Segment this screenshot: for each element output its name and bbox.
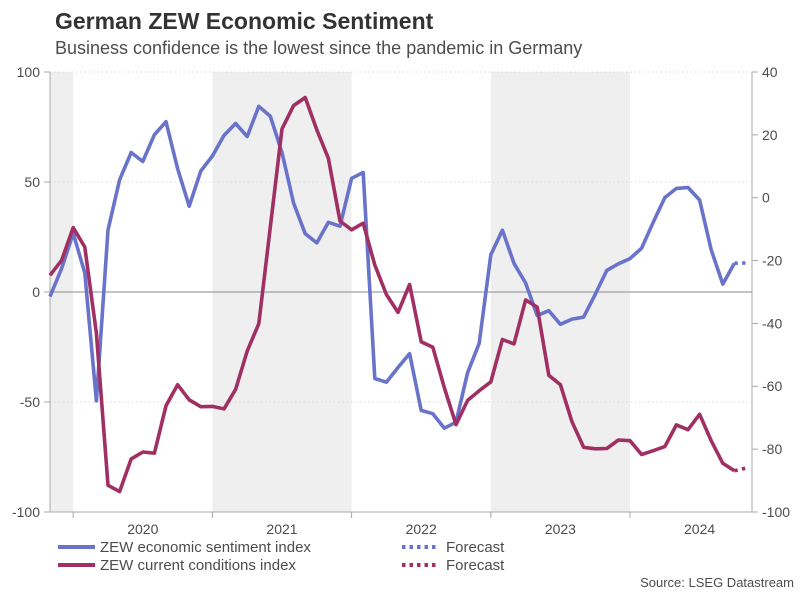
source-note: Source: LSEG Datastream [640, 575, 794, 590]
chart-legend: ZEW economic sentiment index Forecast ZE… [0, 538, 801, 574]
sentiment-forecast-label: Forecast [446, 539, 505, 556]
conditions-forecast-line [733, 466, 747, 473]
legend-row-conditions: ZEW current conditions index Forecast [0, 556, 801, 574]
right-axis-tick-label: 20 [762, 127, 778, 143]
chart-title: German ZEW Economic Sentiment [55, 8, 434, 34]
conditions-line [48, 95, 736, 494]
sentiment-forecast-swatch [402, 545, 439, 549]
right-axis-tick-label: -100 [762, 504, 790, 520]
conditions-legend-label: ZEW current conditions index [100, 557, 296, 574]
legend-row-sentiment: ZEW economic sentiment index Forecast [0, 538, 801, 556]
left-axis-tick-label: 50 [24, 174, 40, 190]
left-axis-tick-label: 0 [32, 284, 40, 300]
year-label: 2020 [127, 521, 158, 537]
right-axis-tick-label: 40 [762, 64, 778, 80]
right-axis-tick-label: -80 [762, 441, 782, 457]
right-axis-tick-label: -40 [762, 315, 782, 331]
conditions-forecast-label: Forecast [446, 557, 505, 574]
right-axis-tick-label: 0 [762, 190, 770, 206]
year-label: 2022 [406, 521, 437, 537]
conditions-forecast-swatch [402, 563, 439, 567]
year-label: 2023 [545, 521, 576, 537]
left-axis-tick-label: 100 [17, 64, 41, 80]
year-label: 2024 [684, 521, 715, 537]
sentiment-line [48, 104, 736, 431]
chart-subtitle: Business confidence is the lowest since … [55, 38, 583, 58]
conditions-line-swatch [58, 563, 95, 567]
right-axis-tick-label: -20 [762, 252, 782, 268]
sentiment-line-swatch [58, 545, 95, 549]
sentiment-legend-label: ZEW economic sentiment index [100, 539, 311, 556]
year-label: 2021 [266, 521, 297, 537]
left-axis-tick-label: -100 [12, 504, 40, 520]
right-axis-tick-label: -60 [762, 378, 782, 394]
left-axis-tick-label: -50 [20, 394, 40, 410]
